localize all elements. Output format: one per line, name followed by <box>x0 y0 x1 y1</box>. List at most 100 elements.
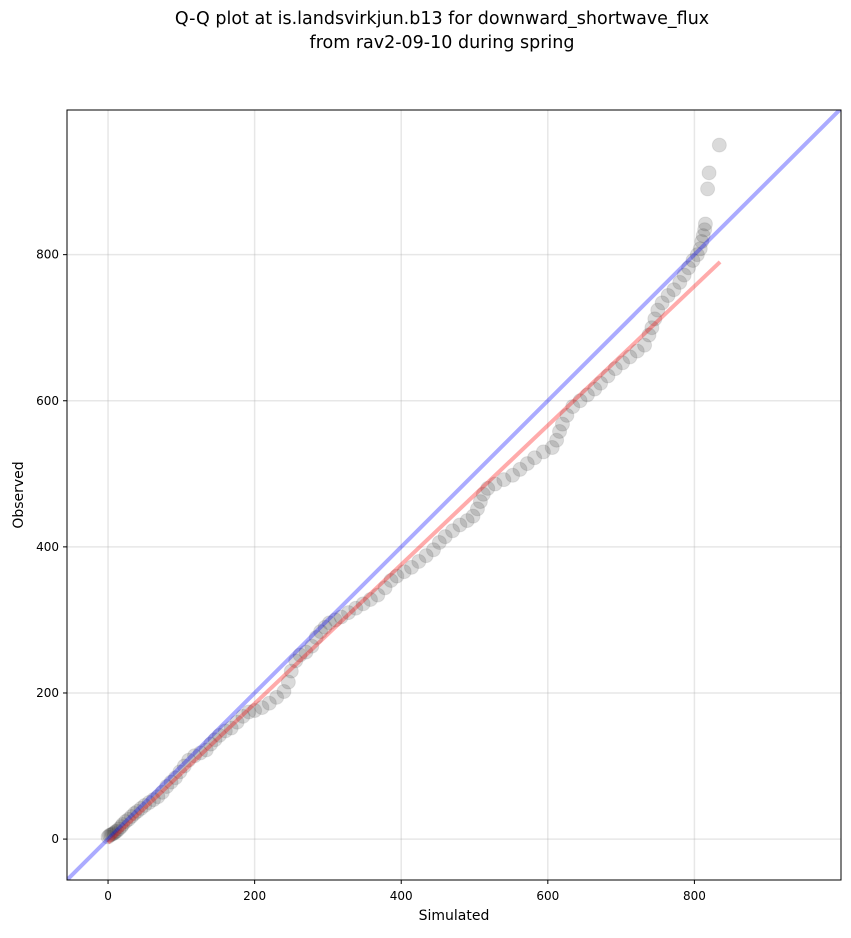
data-point <box>554 416 570 432</box>
data-point <box>527 450 543 466</box>
data-point <box>681 260 697 276</box>
data-point <box>159 778 175 794</box>
data-point <box>676 267 692 283</box>
x-tick-label: 400 <box>390 889 413 903</box>
identity-line <box>67 110 841 880</box>
data-point <box>480 480 496 496</box>
data-point <box>203 736 219 752</box>
data-point <box>377 580 393 596</box>
data-point <box>103 827 119 843</box>
data-point <box>115 816 131 832</box>
data-point <box>475 486 491 502</box>
data-point <box>552 423 568 439</box>
data-point <box>701 165 717 181</box>
grid <box>67 110 841 880</box>
data-point <box>459 513 475 529</box>
x-tick-label: 0 <box>104 889 112 903</box>
data-point <box>519 456 535 472</box>
data-point <box>340 605 356 621</box>
data-point <box>181 752 197 768</box>
data-point <box>644 320 660 336</box>
data-point <box>254 700 270 716</box>
data-point <box>102 827 118 843</box>
data-point <box>313 624 329 640</box>
data-point <box>579 387 595 403</box>
y-axis-label: Observed <box>11 461 27 528</box>
data-point <box>512 461 528 477</box>
data-point <box>292 647 308 663</box>
data-point <box>694 233 710 249</box>
data-point <box>113 819 129 835</box>
data-point <box>711 137 727 153</box>
y-tick-label: 600 <box>36 394 59 408</box>
x-tick-label: 200 <box>243 889 266 903</box>
data-point <box>505 467 521 483</box>
data-point <box>362 591 378 607</box>
data-point <box>666 282 682 298</box>
data-point <box>587 381 603 397</box>
data-point <box>327 612 343 628</box>
data-point <box>308 629 324 645</box>
data-point <box>437 529 453 545</box>
data-point <box>697 216 713 232</box>
data-point <box>650 302 666 318</box>
data-point <box>559 407 575 423</box>
chart-title-line1: Q-Q plot at is.landsvirkjun.b13 for down… <box>175 9 709 29</box>
data-point <box>355 596 371 612</box>
data-point <box>104 826 120 842</box>
data-point <box>549 432 565 448</box>
data-point <box>431 534 447 550</box>
data-point <box>445 523 461 539</box>
data-point <box>247 703 263 719</box>
y-tick-label: 800 <box>36 248 59 262</box>
data-point <box>106 825 122 841</box>
data-point <box>150 789 166 805</box>
data-point <box>283 663 299 679</box>
data-point <box>187 748 203 764</box>
data-point <box>600 368 616 384</box>
data-point <box>124 808 139 824</box>
data-point <box>615 355 631 371</box>
data-point <box>629 343 645 359</box>
data-point <box>280 674 296 690</box>
data-point <box>137 797 153 813</box>
data-point <box>487 476 503 492</box>
data-point <box>425 542 441 558</box>
x-axis-label: Simulated <box>419 908 490 924</box>
data-point <box>647 311 663 327</box>
data-point <box>654 295 670 311</box>
data-point <box>593 375 609 391</box>
data-point <box>452 517 468 533</box>
x-tick-label: 800 <box>683 889 706 903</box>
data-point <box>241 704 257 720</box>
data-point <box>133 800 149 816</box>
data-point <box>472 494 488 510</box>
data-point <box>298 644 314 660</box>
data-point <box>700 181 716 197</box>
data-point <box>321 615 337 631</box>
data-point <box>572 393 588 409</box>
chart-title-line2: from rav2-09-10 during spring <box>310 33 575 53</box>
ticks: 0 200 400 600 800 0 200 400 600 800 <box>36 248 706 903</box>
data-point <box>172 764 188 780</box>
data-point <box>109 823 125 839</box>
data-point <box>198 742 214 758</box>
data-point <box>348 600 364 616</box>
data-point <box>100 829 116 845</box>
data-point <box>276 684 292 700</box>
data-point <box>107 824 123 840</box>
y-tick-label: 200 <box>36 686 59 700</box>
data-point <box>304 638 320 654</box>
data-point <box>269 689 285 705</box>
data-point <box>469 501 485 517</box>
data-point <box>637 337 653 353</box>
data-point <box>672 274 688 290</box>
data-point <box>389 568 405 584</box>
data-point <box>418 548 434 564</box>
data-point <box>217 723 233 739</box>
data-point <box>535 444 551 460</box>
data-point <box>192 745 208 761</box>
data-point <box>317 619 333 635</box>
data-point <box>692 241 708 257</box>
